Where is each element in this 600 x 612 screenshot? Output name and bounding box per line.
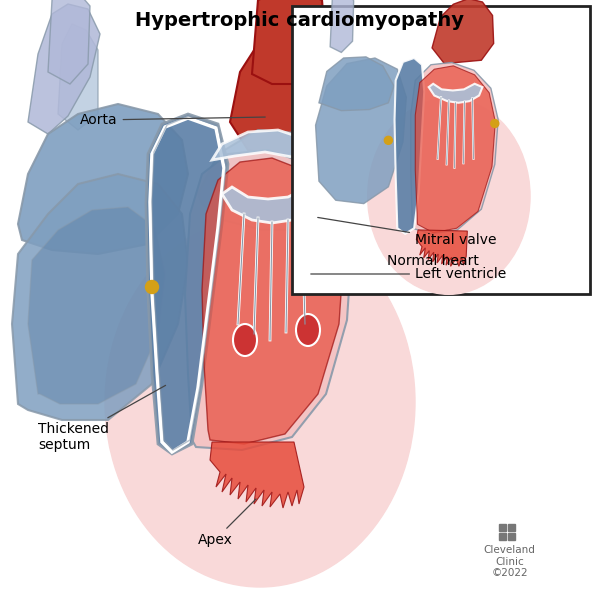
Polygon shape [222, 187, 322, 223]
FancyBboxPatch shape [508, 533, 515, 540]
FancyBboxPatch shape [508, 524, 515, 531]
Ellipse shape [296, 314, 320, 346]
Text: Normal heart: Normal heart [387, 254, 479, 268]
Polygon shape [252, 0, 328, 84]
FancyBboxPatch shape [292, 6, 590, 294]
Ellipse shape [233, 324, 257, 356]
Ellipse shape [146, 280, 158, 294]
FancyBboxPatch shape [499, 524, 506, 531]
Polygon shape [146, 114, 228, 454]
Polygon shape [18, 104, 188, 254]
Text: Thickened
septum: Thickened septum [38, 386, 166, 452]
Ellipse shape [491, 119, 499, 127]
Text: Hypertrophic cardiomyopathy: Hypertrophic cardiomyopathy [136, 10, 464, 29]
Polygon shape [185, 150, 352, 450]
Polygon shape [28, 4, 100, 134]
Polygon shape [12, 174, 188, 420]
Polygon shape [316, 58, 406, 204]
Text: Cleveland
Clinic
©2022: Cleveland Clinic ©2022 [484, 545, 535, 578]
Ellipse shape [335, 247, 349, 261]
Polygon shape [28, 207, 165, 404]
Text: Apex: Apex [197, 499, 256, 547]
Polygon shape [411, 62, 498, 234]
Polygon shape [330, 0, 353, 53]
Ellipse shape [105, 217, 415, 587]
FancyBboxPatch shape [499, 533, 506, 540]
Polygon shape [432, 0, 494, 64]
Polygon shape [58, 24, 98, 130]
Ellipse shape [385, 136, 392, 144]
Polygon shape [428, 84, 482, 103]
Polygon shape [230, 30, 342, 154]
Polygon shape [212, 130, 326, 167]
Polygon shape [416, 230, 467, 266]
Polygon shape [395, 58, 424, 234]
Text: Aorta: Aorta [80, 113, 265, 127]
Polygon shape [210, 442, 304, 508]
Polygon shape [319, 57, 394, 111]
Polygon shape [202, 158, 344, 444]
Polygon shape [198, 130, 348, 230]
Polygon shape [48, 0, 90, 84]
Polygon shape [415, 66, 496, 233]
Text: Mitral valve: Mitral valve [318, 217, 497, 247]
Ellipse shape [368, 99, 530, 294]
Text: Left ventricle: Left ventricle [311, 267, 506, 281]
